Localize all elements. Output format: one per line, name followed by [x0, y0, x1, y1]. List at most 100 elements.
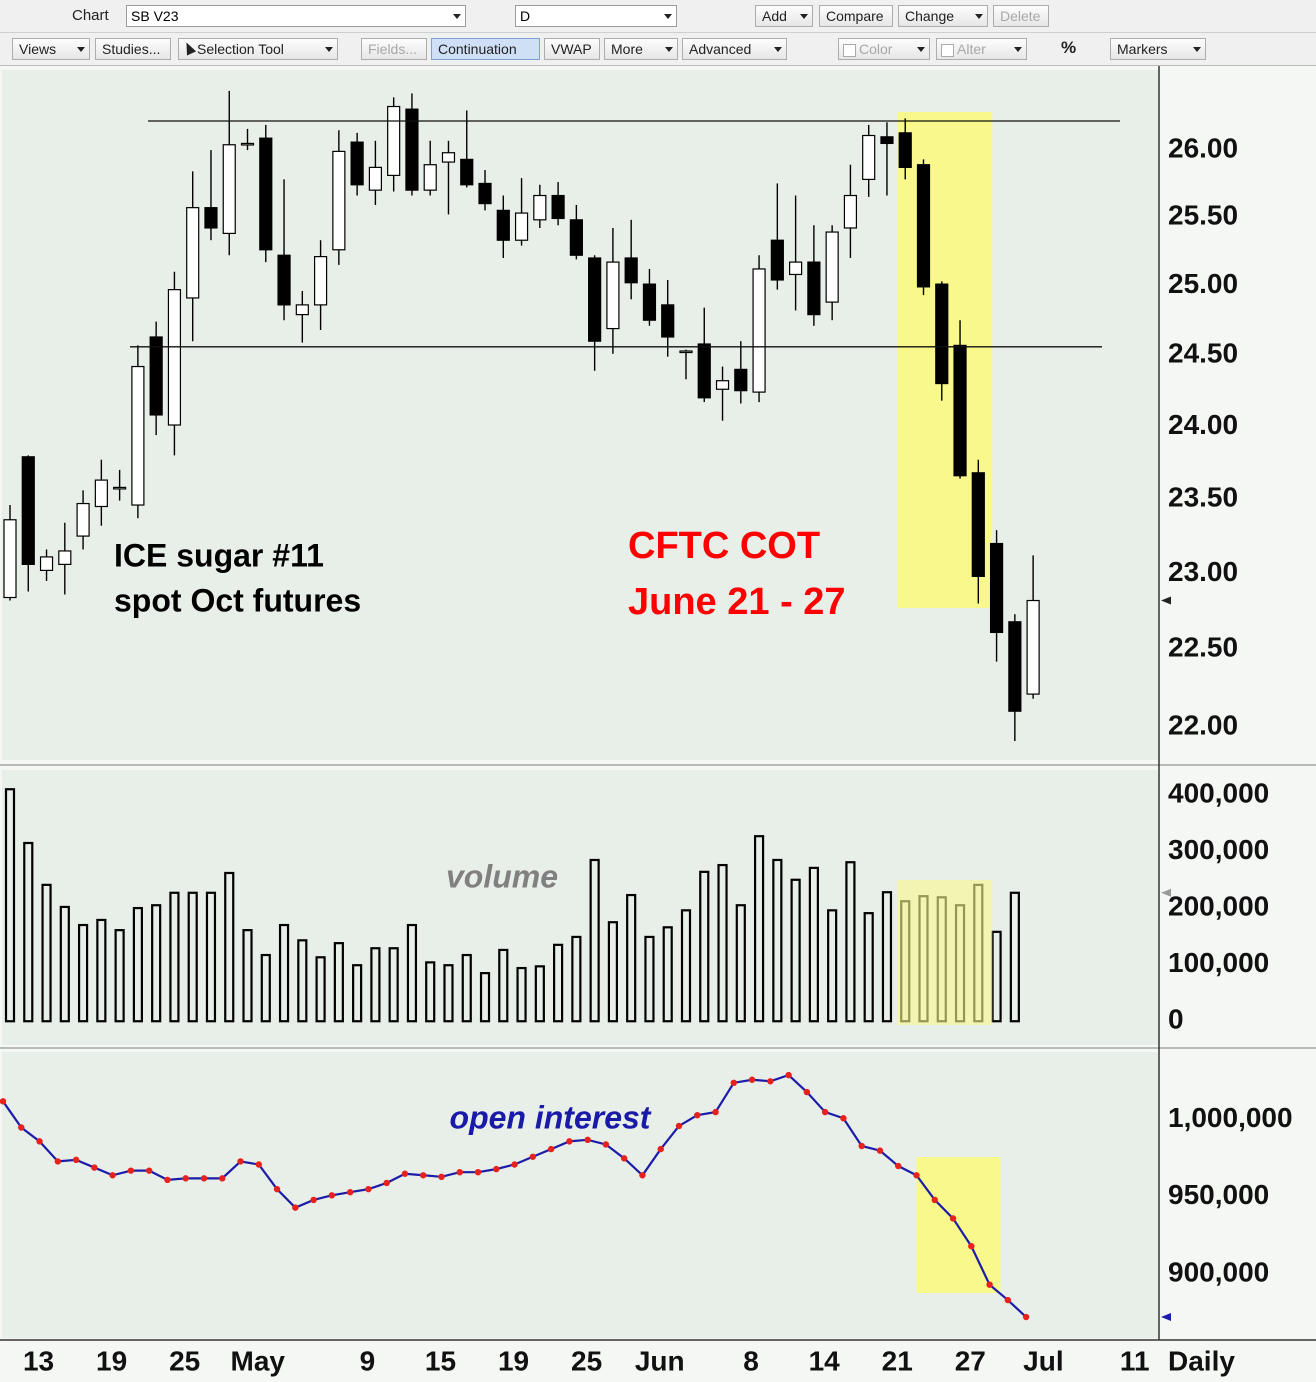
oi-point [328, 1192, 336, 1199]
candle-body [387, 105, 401, 176]
candle-body [989, 542, 1004, 634]
volume-bar [699, 870, 710, 1023]
candle-body [149, 336, 163, 416]
toolbar-button[interactable]: Studies... [95, 38, 171, 60]
checkbox[interactable] [941, 44, 954, 57]
oi-point [456, 1168, 463, 1176]
toolbar-button[interactable]: More [604, 38, 678, 60]
app-title: Chart [72, 7, 109, 24]
oi-point [529, 1153, 537, 1160]
candle-body [971, 472, 985, 578]
checkbox[interactable] [843, 44, 856, 57]
symbol-field[interactable]: SB V23 [126, 5, 466, 27]
candle-body [222, 144, 236, 235]
interval-field[interactable]: D [515, 5, 677, 27]
candle-body [916, 164, 931, 288]
toolbar-button[interactable]: Change [898, 5, 988, 27]
oi-point [639, 1172, 646, 1179]
oi-point [383, 1179, 390, 1187]
oi-point [895, 1162, 902, 1170]
candle-body [460, 158, 474, 186]
oi-point [712, 1108, 719, 1116]
oi-point [474, 1168, 482, 1176]
toolbar-icon-button[interactable]: % [1061, 38, 1077, 57]
y-tick-label: 400,000 [1168, 777, 1269, 808]
toolbar-button[interactable]: Selection Tool [178, 38, 338, 60]
candle-body [58, 550, 72, 566]
pane-candlestick: 22.00 22.50 23.00 23.50 24.00 24.50 25.00 25.50… [3, 90, 1238, 742]
candle-body [807, 261, 821, 316]
toolbar-button[interactable]: Advanced [682, 38, 787, 60]
volume-bar [1009, 891, 1020, 1023]
candle-body [862, 134, 876, 181]
candle-body [39, 556, 54, 571]
volume-bar [187, 891, 198, 1023]
y-tick-label: 100,000 [1168, 947, 1269, 978]
oi-point [310, 1196, 317, 1204]
pane-line: 900,000 950,000 1,000,000 open interest 13 19… [0, 1071, 1293, 1376]
volume-bar [808, 866, 819, 1023]
volume-bar [717, 863, 728, 1023]
oi-point [675, 1122, 683, 1130]
x-tick-label: 25 [571, 1345, 602, 1376]
oi-point [566, 1138, 573, 1145]
oi-point [968, 1242, 975, 1250]
oi-point [931, 1196, 938, 1204]
toolbar-button[interactable]: Fields... [361, 38, 427, 60]
volume-bar [607, 921, 619, 1023]
toolbar-button[interactable]: Alter [936, 38, 1027, 60]
oi-point [219, 1175, 226, 1182]
toolbar-button[interactable]: Views [12, 38, 90, 60]
dropdown-arrow [325, 47, 333, 52]
x-tick-label: 19 [96, 1345, 127, 1376]
oi-point [273, 1185, 281, 1193]
oi-point [547, 1145, 555, 1153]
candle-body [332, 150, 346, 251]
volume-bar [352, 964, 363, 1023]
oi-point [785, 1071, 792, 1079]
toolbar-button[interactable]: Continuation [431, 38, 540, 60]
toolbar-button[interactable]: Color [838, 38, 930, 60]
volume-bar [278, 923, 290, 1023]
toolbar-button[interactable]: Markers [1110, 38, 1206, 60]
candle-body [186, 207, 200, 299]
volume-bar [59, 905, 70, 1023]
candle-body [277, 254, 291, 306]
candle-body [478, 182, 492, 205]
volume-bar [516, 966, 527, 1023]
toolbar-button[interactable]: VWAP [544, 38, 600, 60]
candle-body [880, 136, 894, 145]
volume-bar [881, 891, 893, 1023]
volume-bar [644, 935, 655, 1023]
dropdown-arrow [664, 14, 672, 19]
candle-body [295, 304, 309, 316]
y-tick-label: 26.00 [1168, 132, 1238, 163]
oi-point [949, 1215, 957, 1222]
candle-body [240, 142, 255, 146]
candle-body [405, 108, 419, 191]
oi-point [127, 1167, 135, 1174]
candle-body [679, 350, 693, 354]
annotation: volume [446, 858, 558, 894]
y-tick-label: 25.50 [1168, 200, 1238, 231]
dropdown-arrow [1014, 47, 1022, 52]
candle-body [715, 380, 730, 390]
volume-bar [662, 926, 673, 1023]
y-tick-label: 24.50 [1168, 338, 1238, 369]
oi-point [164, 1176, 171, 1184]
toolbar-button[interactable]: Compare [819, 5, 893, 27]
x-tick-label: 8 [743, 1345, 759, 1376]
y-tick-label: 24.00 [1168, 409, 1238, 440]
toolbar-button[interactable]: Delete [993, 5, 1049, 27]
oi-point [493, 1165, 500, 1173]
toolbar-button[interactable]: Add [755, 5, 813, 27]
candle-body [514, 212, 529, 241]
candle-body [588, 257, 602, 342]
oi-point [36, 1138, 43, 1145]
oi-point [1022, 1313, 1030, 1321]
oi-point [401, 1170, 409, 1177]
oi-point [145, 1167, 153, 1174]
oi-point [821, 1108, 829, 1116]
volume-bar [425, 961, 436, 1023]
